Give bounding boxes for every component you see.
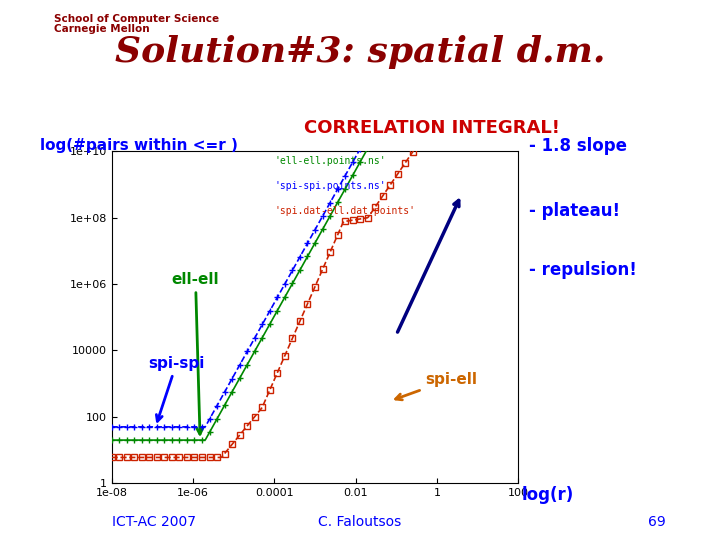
- Text: log(#pairs within <=r ): log(#pairs within <=r ): [40, 138, 238, 153]
- Text: spi-ell: spi-ell: [395, 372, 477, 400]
- Text: - 1.8 slope: - 1.8 slope: [529, 137, 627, 155]
- Text: - plateau!: - plateau!: [529, 202, 621, 220]
- Text: log(r): log(r): [522, 485, 575, 503]
- Text: ell-ell: ell-ell: [171, 272, 220, 434]
- Text: Solution#3: spatial d.m.: Solution#3: spatial d.m.: [114, 35, 606, 69]
- Text: 'ell-ell.points.ns': 'ell-ell.points.ns': [274, 156, 386, 166]
- Text: - repulsion!: - repulsion!: [529, 261, 637, 279]
- Text: Carnegie Mellon: Carnegie Mellon: [54, 24, 150, 35]
- Text: 'spi-spi.points.ns': 'spi-spi.points.ns': [274, 181, 386, 191]
- Text: ICT-AC 2007: ICT-AC 2007: [112, 516, 196, 530]
- Text: spi-spi: spi-spi: [148, 356, 204, 421]
- Text: School of Computer Science: School of Computer Science: [54, 14, 219, 24]
- Text: C. Faloutsos: C. Faloutsos: [318, 516, 402, 530]
- Text: 'spi.dat-ell.dat.points': 'spi.dat-ell.dat.points': [274, 206, 415, 216]
- Text: CORRELATION INTEGRAL!: CORRELATION INTEGRAL!: [304, 119, 560, 137]
- Text: 69: 69: [648, 516, 666, 530]
